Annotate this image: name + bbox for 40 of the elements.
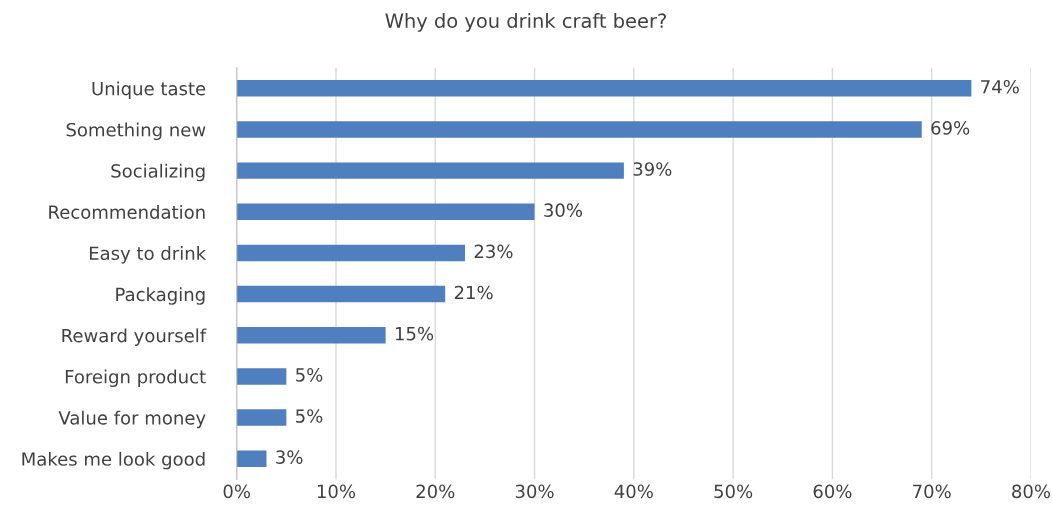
x-tick-label: 60% — [813, 484, 852, 499]
x-tick-label: 20% — [416, 484, 455, 499]
x-tick-label: 40% — [614, 484, 653, 499]
y-tick-label: Socializing — [111, 163, 205, 182]
data-label: 5% — [296, 409, 323, 423]
data-label: 69% — [931, 121, 970, 135]
data-label: 3% — [276, 450, 303, 464]
data-label: 23% — [474, 244, 513, 259]
y-tick-label: Packaging — [116, 287, 205, 305]
bar — [236, 203, 535, 221]
bar — [236, 80, 972, 97]
x-tick-label: 0% — [223, 484, 251, 499]
y-tick-label: Unique taste — [92, 81, 206, 99]
x-tick-label: 50% — [714, 484, 753, 499]
y-tick-label: Easy to drink — [89, 246, 207, 264]
y-tick-label: Recommendation — [49, 204, 205, 219]
y-tick-label: Value for money — [58, 410, 206, 429]
bar — [236, 450, 267, 467]
y-tick-label: Makes me look good — [22, 451, 205, 470]
y-tick-label: Reward yourself — [62, 328, 207, 346]
y-tick-label: Something new — [66, 122, 206, 141]
bar — [236, 162, 624, 179]
data-label: 21% — [454, 285, 493, 300]
x-tick-label: 80% — [1012, 484, 1051, 499]
bar — [236, 368, 287, 385]
bar — [236, 121, 922, 138]
data-label: 15% — [395, 326, 434, 341]
x-tick-label: 10% — [317, 484, 356, 499]
data-label: 74% — [981, 79, 1019, 94]
data-label: 5% — [296, 368, 323, 382]
data-label: 39% — [633, 162, 672, 176]
bar — [236, 244, 466, 262]
y-tick-label: Foreign product — [65, 369, 206, 388]
bar — [236, 409, 287, 426]
data-label: 30% — [544, 203, 583, 218]
x-tick-label: 70% — [913, 484, 951, 499]
bar — [236, 327, 386, 344]
chart-title: Why do you drink craft beer? — [385, 13, 666, 32]
bar — [236, 285, 446, 303]
x-tick-label: 30% — [515, 484, 554, 499]
